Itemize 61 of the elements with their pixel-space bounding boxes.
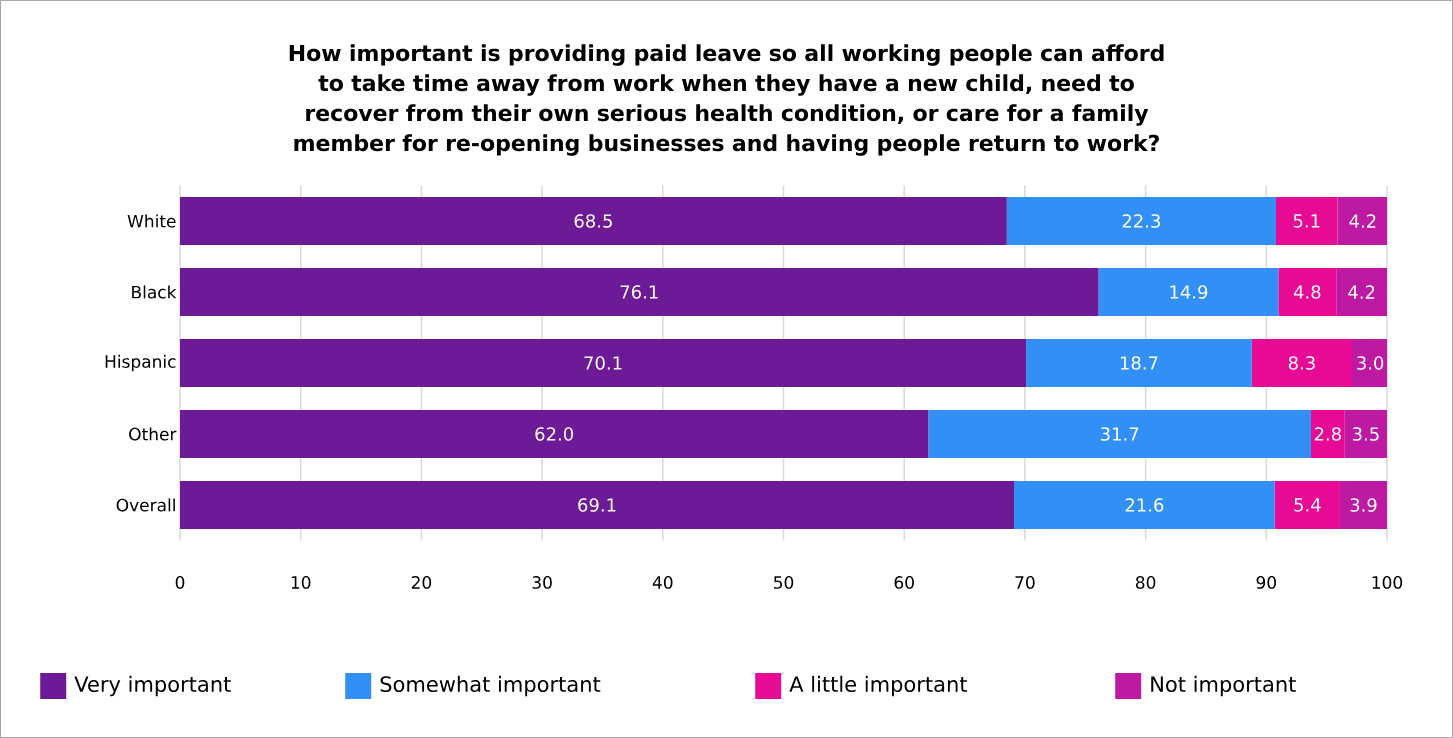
y-tick-label: Overall xyxy=(116,498,175,512)
data-label: 8.3 xyxy=(1288,356,1315,370)
data-label: 31.7 xyxy=(1100,427,1139,441)
bar xyxy=(1336,267,1388,316)
bar xyxy=(1274,480,1340,529)
bar xyxy=(1310,409,1345,458)
x-tick-label: 30 xyxy=(532,576,552,589)
bar xyxy=(1275,196,1338,245)
bar xyxy=(180,267,1099,316)
data-label: 3.0 xyxy=(1357,356,1384,370)
legend-label: Very important xyxy=(74,675,231,697)
data-label: 2.8 xyxy=(1314,427,1341,441)
y-tick-label: Black xyxy=(132,285,177,299)
x-tick-label: 90 xyxy=(1256,576,1276,589)
y-tick-label: White xyxy=(127,214,176,228)
data-label: 5.4 xyxy=(1294,498,1321,512)
legend-label: Somewhat important xyxy=(380,675,601,697)
bar xyxy=(1026,338,1252,387)
bar xyxy=(1352,338,1388,387)
x-tick-label: 40 xyxy=(652,576,673,589)
chart-title: How important is providing paid leave so all working people can afford to take time away from work when they have a new child, need to recover from their own serious health condition, or care for a family member for re-opening businesses and having people return to work? xyxy=(289,44,1164,156)
data-label: 4.8 xyxy=(1293,285,1321,299)
x-tick-label: 70 xyxy=(1015,576,1035,589)
data-label: 22.3 xyxy=(1122,214,1160,228)
x-tick-label: 60 xyxy=(894,576,914,589)
x-tick-label: 0 xyxy=(175,576,185,589)
bar xyxy=(1339,480,1388,529)
bar xyxy=(1006,196,1276,245)
bar xyxy=(928,409,1311,458)
legend-label: Not important xyxy=(1151,675,1296,697)
x-tick-label: 20 xyxy=(411,576,432,589)
data-label: 5.1 xyxy=(1293,214,1320,228)
data-label: 76.1 xyxy=(620,285,658,299)
data-label: 4.2 xyxy=(1349,214,1376,228)
bar xyxy=(1251,338,1353,387)
bar xyxy=(180,196,1007,245)
bar xyxy=(1098,267,1279,316)
data-label: 18.7 xyxy=(1120,356,1158,370)
data-label: 21.6 xyxy=(1125,498,1164,512)
legend-label: A little important xyxy=(789,675,968,697)
data-label: 4.2 xyxy=(1348,285,1375,299)
data-label: 70.1 xyxy=(584,356,622,370)
data-label: 68.5 xyxy=(574,214,612,228)
bar xyxy=(1014,480,1275,529)
bar xyxy=(180,480,1015,529)
bar xyxy=(1337,196,1388,245)
y-tick-label: Other xyxy=(129,427,177,441)
x-tick-label: 100 xyxy=(1372,576,1403,589)
x-tick-label: 80 xyxy=(1135,576,1156,589)
bar xyxy=(1344,409,1388,458)
bar xyxy=(180,338,1027,387)
bar xyxy=(1278,267,1337,316)
data-label: 14.9 xyxy=(1170,285,1208,299)
data-label: 62.0 xyxy=(535,427,574,441)
x-tick-label: 50 xyxy=(774,576,794,589)
bar xyxy=(180,409,929,458)
x-tick-label: 10 xyxy=(291,576,311,589)
y-tick-label: Hispanic xyxy=(105,354,176,372)
data-label: 3.5 xyxy=(1352,427,1379,441)
data-label: 3.9 xyxy=(1350,498,1377,512)
data-label: 69.1 xyxy=(578,498,616,512)
